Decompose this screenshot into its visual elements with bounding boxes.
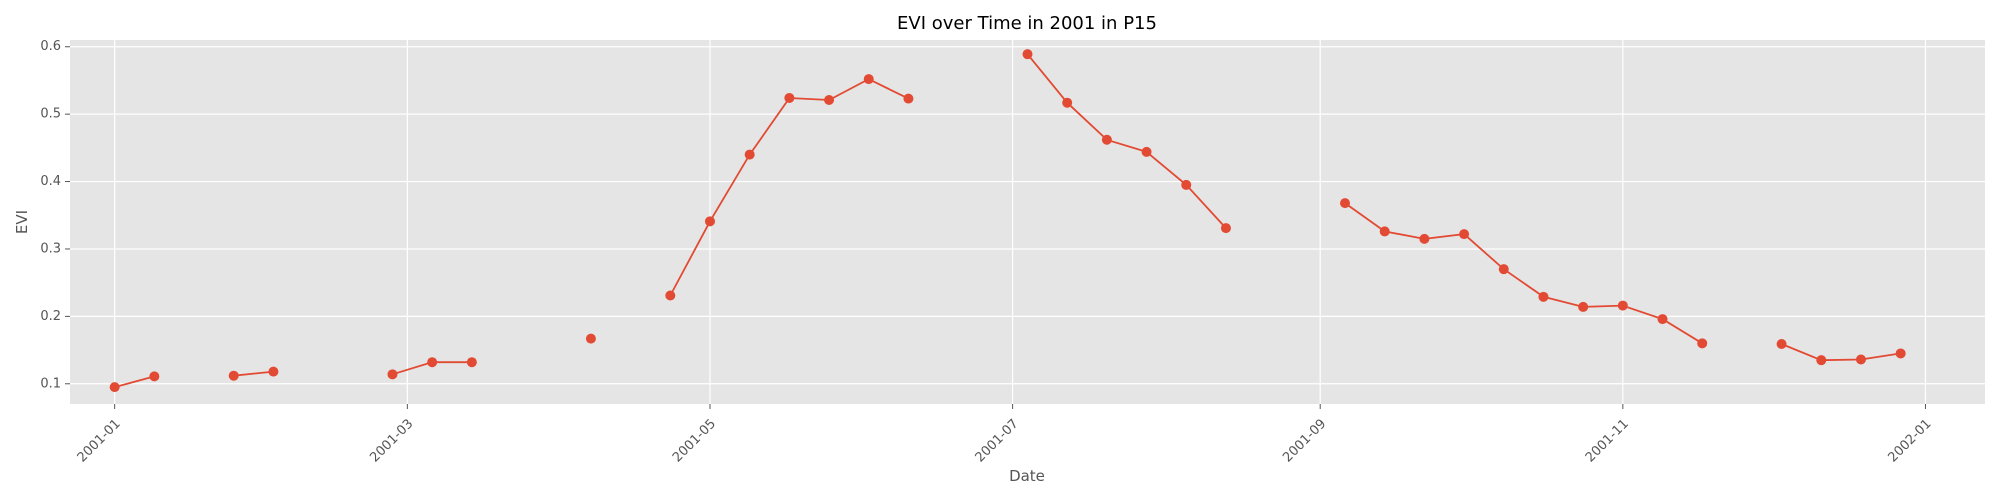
plot-background — [70, 40, 1985, 404]
data-point — [1816, 355, 1827, 366]
y-tick-label: 0.1 — [40, 376, 61, 391]
series-line-segment — [1026, 53, 1227, 229]
data-point — [268, 366, 279, 377]
data-point — [1220, 223, 1231, 234]
data-point — [1697, 338, 1708, 349]
data-point — [109, 382, 120, 393]
data-point — [1101, 134, 1112, 145]
y-axis-label: EVI — [13, 210, 31, 234]
data-point — [1855, 354, 1866, 365]
x-axis-label: Date — [1009, 467, 1045, 485]
data-point — [1776, 339, 1787, 350]
data-point — [585, 333, 596, 344]
data-point — [824, 94, 835, 105]
data-point — [1498, 264, 1509, 275]
series-line-segment — [1344, 202, 1703, 345]
data-point — [903, 93, 914, 104]
data-point — [863, 74, 874, 85]
data-point — [1578, 301, 1589, 312]
data-point — [1657, 314, 1668, 325]
data-point — [149, 371, 160, 382]
x-axis-ticks: 2001-01 2001-03 2001-05 2001-07 2001-09 2001-… — [75, 404, 1935, 465]
data-point — [1022, 49, 1033, 60]
data-point — [1419, 233, 1430, 244]
data-point — [1538, 291, 1549, 302]
y-tick-label: 0.6 — [40, 39, 61, 54]
data-point — [1181, 179, 1192, 190]
data-point — [784, 92, 795, 103]
data-point — [665, 290, 676, 301]
x-tick-label: 2001-01 — [75, 416, 124, 465]
data-point — [1379, 226, 1390, 237]
data-point — [1895, 348, 1906, 359]
y-tick-label: 0.4 — [40, 174, 61, 189]
y-tick-label: 0.5 — [40, 107, 61, 122]
data-point — [387, 369, 398, 380]
y-axis-ticks: 0.1 0.2 0.3 0.4 0.5 0.6 — [40, 39, 70, 391]
data-point — [1340, 198, 1351, 209]
data-point — [466, 357, 477, 368]
data-point — [1617, 300, 1628, 311]
x-tick-label: 2001-07 — [973, 416, 1022, 465]
data-point — [427, 357, 438, 368]
x-tick-label: 2001-11 — [1583, 416, 1632, 465]
data-point — [704, 216, 715, 227]
series-line-segment — [233, 370, 274, 377]
data-point — [1141, 146, 1152, 157]
data-point — [228, 370, 239, 381]
chart-title: EVI over Time in 2001 in P15 — [897, 13, 1157, 34]
series-line-segment — [1781, 343, 1901, 362]
data-point — [1062, 97, 1073, 108]
x-tick-label: 2001-05 — [670, 416, 719, 465]
series-line-segment — [114, 375, 155, 388]
y-tick-label: 0.3 — [40, 241, 61, 256]
data-point — [1459, 229, 1470, 240]
x-tick-label: 2001-03 — [367, 416, 416, 465]
data-point — [744, 149, 755, 160]
series-evi — [109, 49, 1906, 393]
y-tick-label: 0.2 — [40, 309, 61, 324]
x-tick-label: 2002-01 — [1885, 416, 1934, 465]
x-tick-label: 2001-09 — [1280, 416, 1329, 465]
